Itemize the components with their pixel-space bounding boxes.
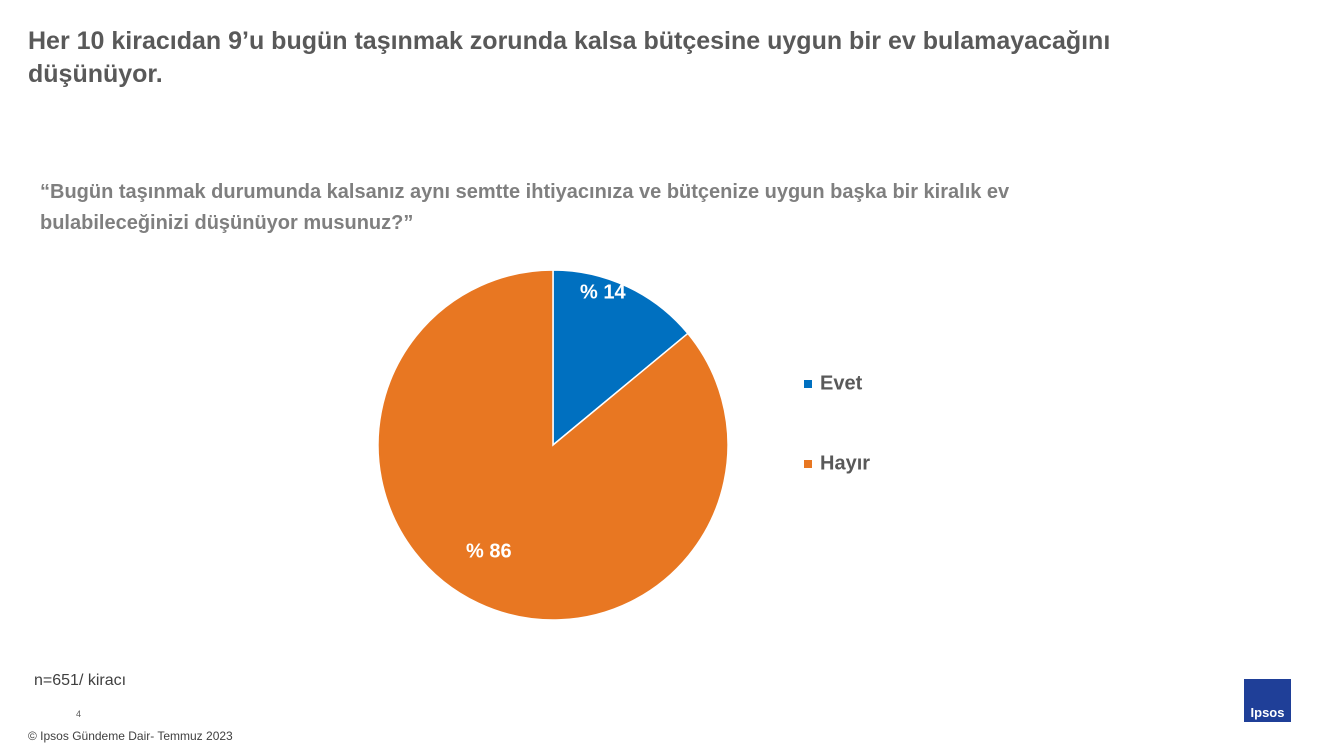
logo: Ipsos [1244, 679, 1291, 722]
page-number: 4 [76, 709, 82, 719]
legend-marker [804, 380, 812, 388]
footer: © Ipsos Gündeme Dair- Temmuz 2023 [28, 729, 233, 743]
data-label: % 86 [466, 540, 512, 562]
legend-label: Hayır [820, 452, 870, 474]
data-label: % 14 [580, 281, 626, 303]
pie-slice [377, 269, 729, 621]
legend-label: Evet [820, 372, 863, 394]
subtitle: “Bugün taşınmak durumunda kalsanız aynı … [40, 181, 1010, 234]
legend-marker [804, 460, 812, 468]
pie-slice [552, 269, 689, 447]
sample-note: n=651/ kiracı [34, 672, 127, 689]
title: Her 10 kiracıdan 9’u bugün taşınmak zoru… [28, 27, 1111, 88]
